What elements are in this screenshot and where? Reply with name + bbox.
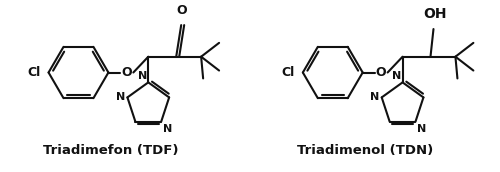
Text: O: O: [176, 4, 186, 17]
Text: Cl: Cl: [28, 66, 40, 79]
Text: N: N: [138, 71, 147, 81]
Text: N: N: [392, 71, 402, 81]
Text: N: N: [418, 124, 426, 134]
Text: O: O: [121, 66, 132, 79]
Text: O: O: [376, 66, 386, 79]
Text: OH: OH: [424, 7, 447, 21]
Text: Cl: Cl: [282, 66, 295, 79]
Text: N: N: [370, 92, 380, 102]
Text: N: N: [116, 92, 126, 102]
Text: Triadimenol (TDN): Triadimenol (TDN): [296, 144, 433, 158]
Text: Triadimefon (TDF): Triadimefon (TDF): [42, 144, 178, 158]
Text: N: N: [163, 124, 172, 134]
